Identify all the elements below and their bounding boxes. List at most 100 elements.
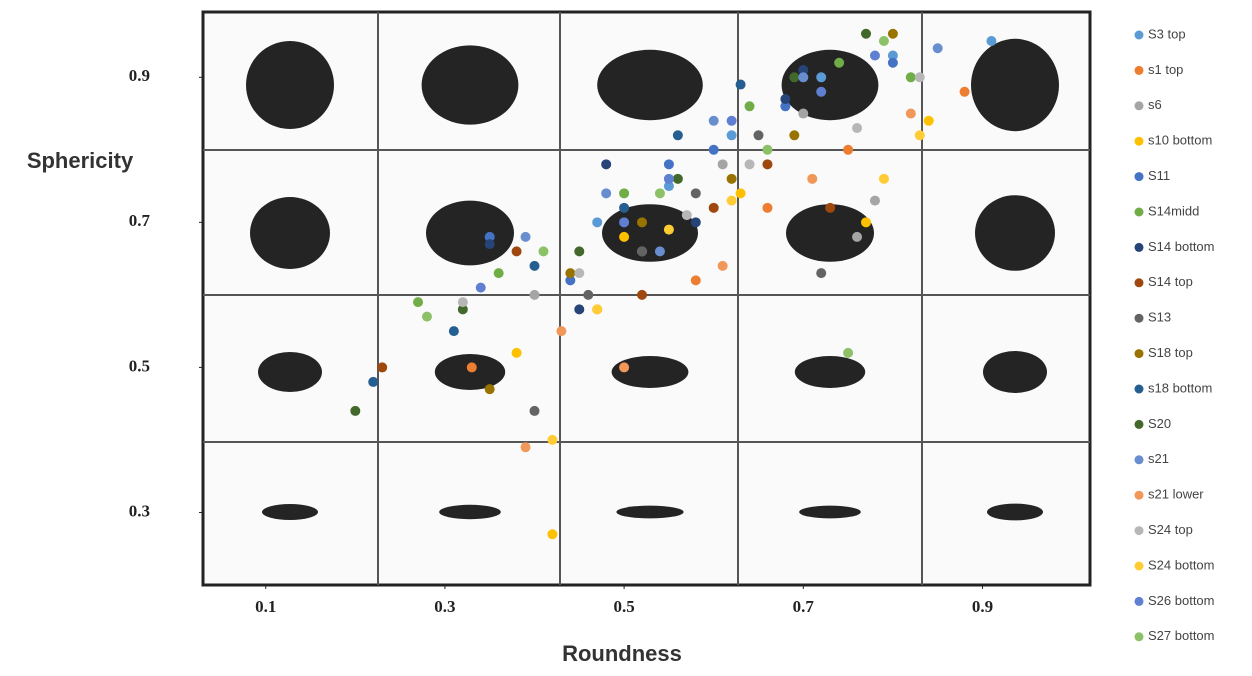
data-point <box>565 268 576 279</box>
data-point <box>484 239 495 250</box>
data-point <box>484 231 495 242</box>
particle <box>258 352 322 392</box>
particle <box>987 503 1043 521</box>
y-tick-label: 0.7 <box>129 211 151 230</box>
data-point <box>717 260 728 271</box>
data-point <box>619 231 630 242</box>
data-point <box>377 362 388 373</box>
data-point <box>690 275 701 286</box>
data-point <box>672 130 683 141</box>
legend-label: S14midd <box>1148 203 1199 218</box>
data-point <box>484 384 495 395</box>
x-tick-label: 0.5 <box>613 597 634 616</box>
data-point <box>475 282 486 293</box>
legend-marker <box>1134 596 1144 606</box>
legend-label: s21 <box>1148 451 1169 466</box>
data-point <box>448 326 459 337</box>
data-point <box>583 289 594 300</box>
data-point <box>959 86 970 97</box>
data-point <box>861 217 872 228</box>
data-point <box>923 115 934 126</box>
data-point <box>780 101 791 112</box>
data-point <box>869 50 880 61</box>
data-point <box>869 195 880 206</box>
x-tick-label: 0.3 <box>434 597 455 616</box>
data-point <box>816 86 827 97</box>
data-point <box>529 260 540 271</box>
data-point <box>601 159 612 170</box>
data-point <box>511 246 522 257</box>
legend-marker <box>1134 65 1144 75</box>
data-point <box>887 28 898 39</box>
legend-marker <box>1134 419 1144 429</box>
legend-marker <box>1134 313 1144 323</box>
data-point <box>663 159 674 170</box>
particle <box>262 504 318 520</box>
legend-label: S11 <box>1148 168 1170 183</box>
data-point <box>619 217 630 228</box>
data-point <box>726 115 737 126</box>
particle <box>781 49 879 121</box>
data-point <box>619 202 630 213</box>
particle <box>597 49 703 121</box>
data-point <box>619 362 630 373</box>
data-point <box>726 173 737 184</box>
legend-marker <box>1134 278 1144 288</box>
data-point <box>798 65 809 76</box>
data-point <box>654 246 665 257</box>
data-point <box>350 405 361 416</box>
legend-marker <box>1134 526 1144 536</box>
data-point <box>574 304 585 315</box>
legend-marker <box>1134 172 1144 182</box>
data-point <box>816 72 827 83</box>
data-point <box>672 173 683 184</box>
data-point <box>457 297 468 308</box>
particle <box>616 505 684 519</box>
data-point <box>789 130 800 141</box>
data-point <box>717 159 728 170</box>
particle <box>246 41 334 129</box>
legend-marker <box>1134 101 1144 111</box>
y-tick-label: 0.9 <box>129 66 150 85</box>
legend-marker <box>1134 207 1144 217</box>
x-axis-label: Roundness <box>562 641 682 666</box>
data-point <box>843 144 854 155</box>
data-point <box>753 130 764 141</box>
data-point <box>798 72 809 83</box>
data-point <box>735 188 746 199</box>
data-point <box>538 246 549 257</box>
legend-label: S27 bottom <box>1148 628 1215 643</box>
data-point <box>663 224 674 235</box>
y-axis-label: Sphericity <box>27 148 134 173</box>
data-point <box>852 123 863 134</box>
data-point <box>654 188 665 199</box>
particle <box>786 204 874 262</box>
legend-marker <box>1134 490 1144 500</box>
data-point <box>547 434 558 445</box>
data-point <box>887 57 898 68</box>
legend-marker <box>1134 136 1144 146</box>
legend-label: s21 lower <box>1148 487 1204 502</box>
data-point <box>905 72 916 83</box>
x-tick-label: 0.1 <box>255 597 276 616</box>
legend-marker <box>1134 384 1144 394</box>
legend-marker <box>1134 632 1144 642</box>
data-point <box>681 210 692 221</box>
legend-marker <box>1134 561 1144 571</box>
legend-label: S14 bottom <box>1148 239 1215 254</box>
data-point <box>816 268 827 279</box>
particle <box>983 351 1047 393</box>
data-point <box>529 405 540 416</box>
particle <box>439 504 501 520</box>
data-point <box>861 28 872 39</box>
data-point <box>520 442 531 453</box>
legend-label: S13 <box>1148 310 1171 325</box>
data-point <box>556 326 567 337</box>
data-point <box>421 311 432 322</box>
legend-label: S14 top <box>1148 274 1193 289</box>
data-point <box>708 202 719 213</box>
data-point <box>637 246 648 257</box>
particle <box>975 195 1055 271</box>
data-point <box>457 304 468 315</box>
data-point <box>708 144 719 155</box>
